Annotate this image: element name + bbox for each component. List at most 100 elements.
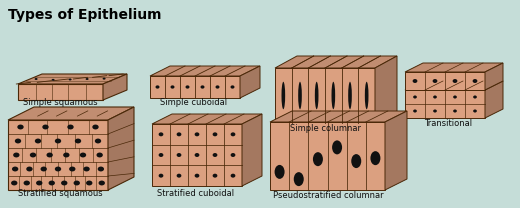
- Ellipse shape: [213, 174, 217, 178]
- Ellipse shape: [42, 125, 49, 129]
- Ellipse shape: [194, 132, 199, 136]
- Ellipse shape: [186, 85, 189, 89]
- Ellipse shape: [69, 167, 75, 171]
- Ellipse shape: [80, 152, 86, 157]
- Ellipse shape: [348, 82, 352, 109]
- Polygon shape: [108, 107, 134, 190]
- Text: Transitional: Transitional: [424, 119, 472, 128]
- Polygon shape: [385, 111, 407, 190]
- Polygon shape: [405, 81, 503, 90]
- Polygon shape: [270, 111, 407, 122]
- Ellipse shape: [413, 79, 418, 83]
- Ellipse shape: [83, 167, 90, 171]
- Ellipse shape: [298, 82, 302, 109]
- Polygon shape: [485, 63, 503, 90]
- Text: Simple columnar: Simple columnar: [290, 124, 360, 133]
- Ellipse shape: [30, 152, 36, 157]
- Ellipse shape: [473, 109, 477, 113]
- Ellipse shape: [17, 125, 24, 129]
- Bar: [150, 76, 240, 98]
- Bar: [18, 84, 103, 100]
- Ellipse shape: [194, 153, 199, 157]
- Ellipse shape: [281, 82, 285, 109]
- Ellipse shape: [41, 167, 47, 171]
- Ellipse shape: [67, 125, 74, 129]
- Ellipse shape: [453, 95, 457, 99]
- Ellipse shape: [75, 139, 81, 144]
- Ellipse shape: [102, 78, 106, 80]
- Ellipse shape: [86, 181, 93, 186]
- Bar: [405, 90, 485, 118]
- Text: Stratified squamous: Stratified squamous: [18, 189, 102, 198]
- Ellipse shape: [171, 85, 175, 89]
- Ellipse shape: [177, 153, 181, 157]
- Ellipse shape: [35, 139, 41, 144]
- Ellipse shape: [332, 140, 342, 154]
- Ellipse shape: [177, 132, 181, 136]
- Ellipse shape: [55, 139, 61, 144]
- Polygon shape: [103, 74, 127, 100]
- Polygon shape: [8, 107, 134, 120]
- Ellipse shape: [73, 181, 80, 186]
- Ellipse shape: [13, 152, 20, 157]
- Ellipse shape: [215, 85, 219, 89]
- Ellipse shape: [63, 152, 70, 157]
- Ellipse shape: [313, 152, 323, 166]
- Ellipse shape: [159, 153, 163, 157]
- Ellipse shape: [99, 181, 105, 186]
- Ellipse shape: [231, 132, 236, 136]
- Ellipse shape: [453, 109, 457, 113]
- Ellipse shape: [433, 79, 437, 83]
- Ellipse shape: [177, 174, 181, 178]
- Ellipse shape: [275, 165, 284, 179]
- Ellipse shape: [294, 172, 304, 186]
- Ellipse shape: [473, 95, 477, 99]
- Polygon shape: [275, 56, 397, 68]
- Text: Simple squamous: Simple squamous: [23, 98, 97, 107]
- Ellipse shape: [213, 132, 217, 136]
- Polygon shape: [18, 74, 127, 84]
- Polygon shape: [375, 56, 397, 123]
- Ellipse shape: [12, 167, 18, 171]
- Ellipse shape: [95, 139, 101, 144]
- Text: Stratified cuboidal: Stratified cuboidal: [158, 189, 235, 198]
- Ellipse shape: [93, 125, 99, 129]
- Ellipse shape: [365, 82, 369, 109]
- Ellipse shape: [35, 78, 37, 80]
- Ellipse shape: [413, 95, 417, 99]
- Ellipse shape: [433, 95, 437, 99]
- Bar: [270, 122, 385, 190]
- Bar: [405, 72, 485, 90]
- Polygon shape: [485, 81, 503, 118]
- Ellipse shape: [473, 79, 477, 83]
- Ellipse shape: [55, 167, 61, 171]
- Ellipse shape: [23, 181, 30, 186]
- Ellipse shape: [351, 154, 361, 168]
- Ellipse shape: [201, 85, 204, 89]
- Ellipse shape: [15, 139, 21, 144]
- Ellipse shape: [231, 153, 236, 157]
- Polygon shape: [152, 114, 262, 124]
- Ellipse shape: [48, 181, 55, 186]
- Ellipse shape: [332, 82, 335, 109]
- Ellipse shape: [370, 151, 381, 165]
- Ellipse shape: [61, 181, 68, 186]
- Ellipse shape: [69, 78, 72, 80]
- Ellipse shape: [213, 153, 217, 157]
- Ellipse shape: [26, 167, 33, 171]
- Bar: [8, 120, 108, 190]
- Ellipse shape: [230, 85, 235, 89]
- Ellipse shape: [86, 78, 88, 80]
- Text: Types of Epithelium: Types of Epithelium: [8, 8, 162, 22]
- Ellipse shape: [46, 152, 53, 157]
- Ellipse shape: [231, 174, 236, 178]
- Ellipse shape: [159, 174, 163, 178]
- Ellipse shape: [413, 109, 417, 113]
- Ellipse shape: [36, 181, 43, 186]
- Ellipse shape: [315, 82, 318, 109]
- Bar: [275, 68, 375, 123]
- Polygon shape: [405, 63, 503, 72]
- Ellipse shape: [98, 167, 104, 171]
- Text: Simple cuboidal: Simple cuboidal: [161, 98, 228, 107]
- Ellipse shape: [159, 132, 163, 136]
